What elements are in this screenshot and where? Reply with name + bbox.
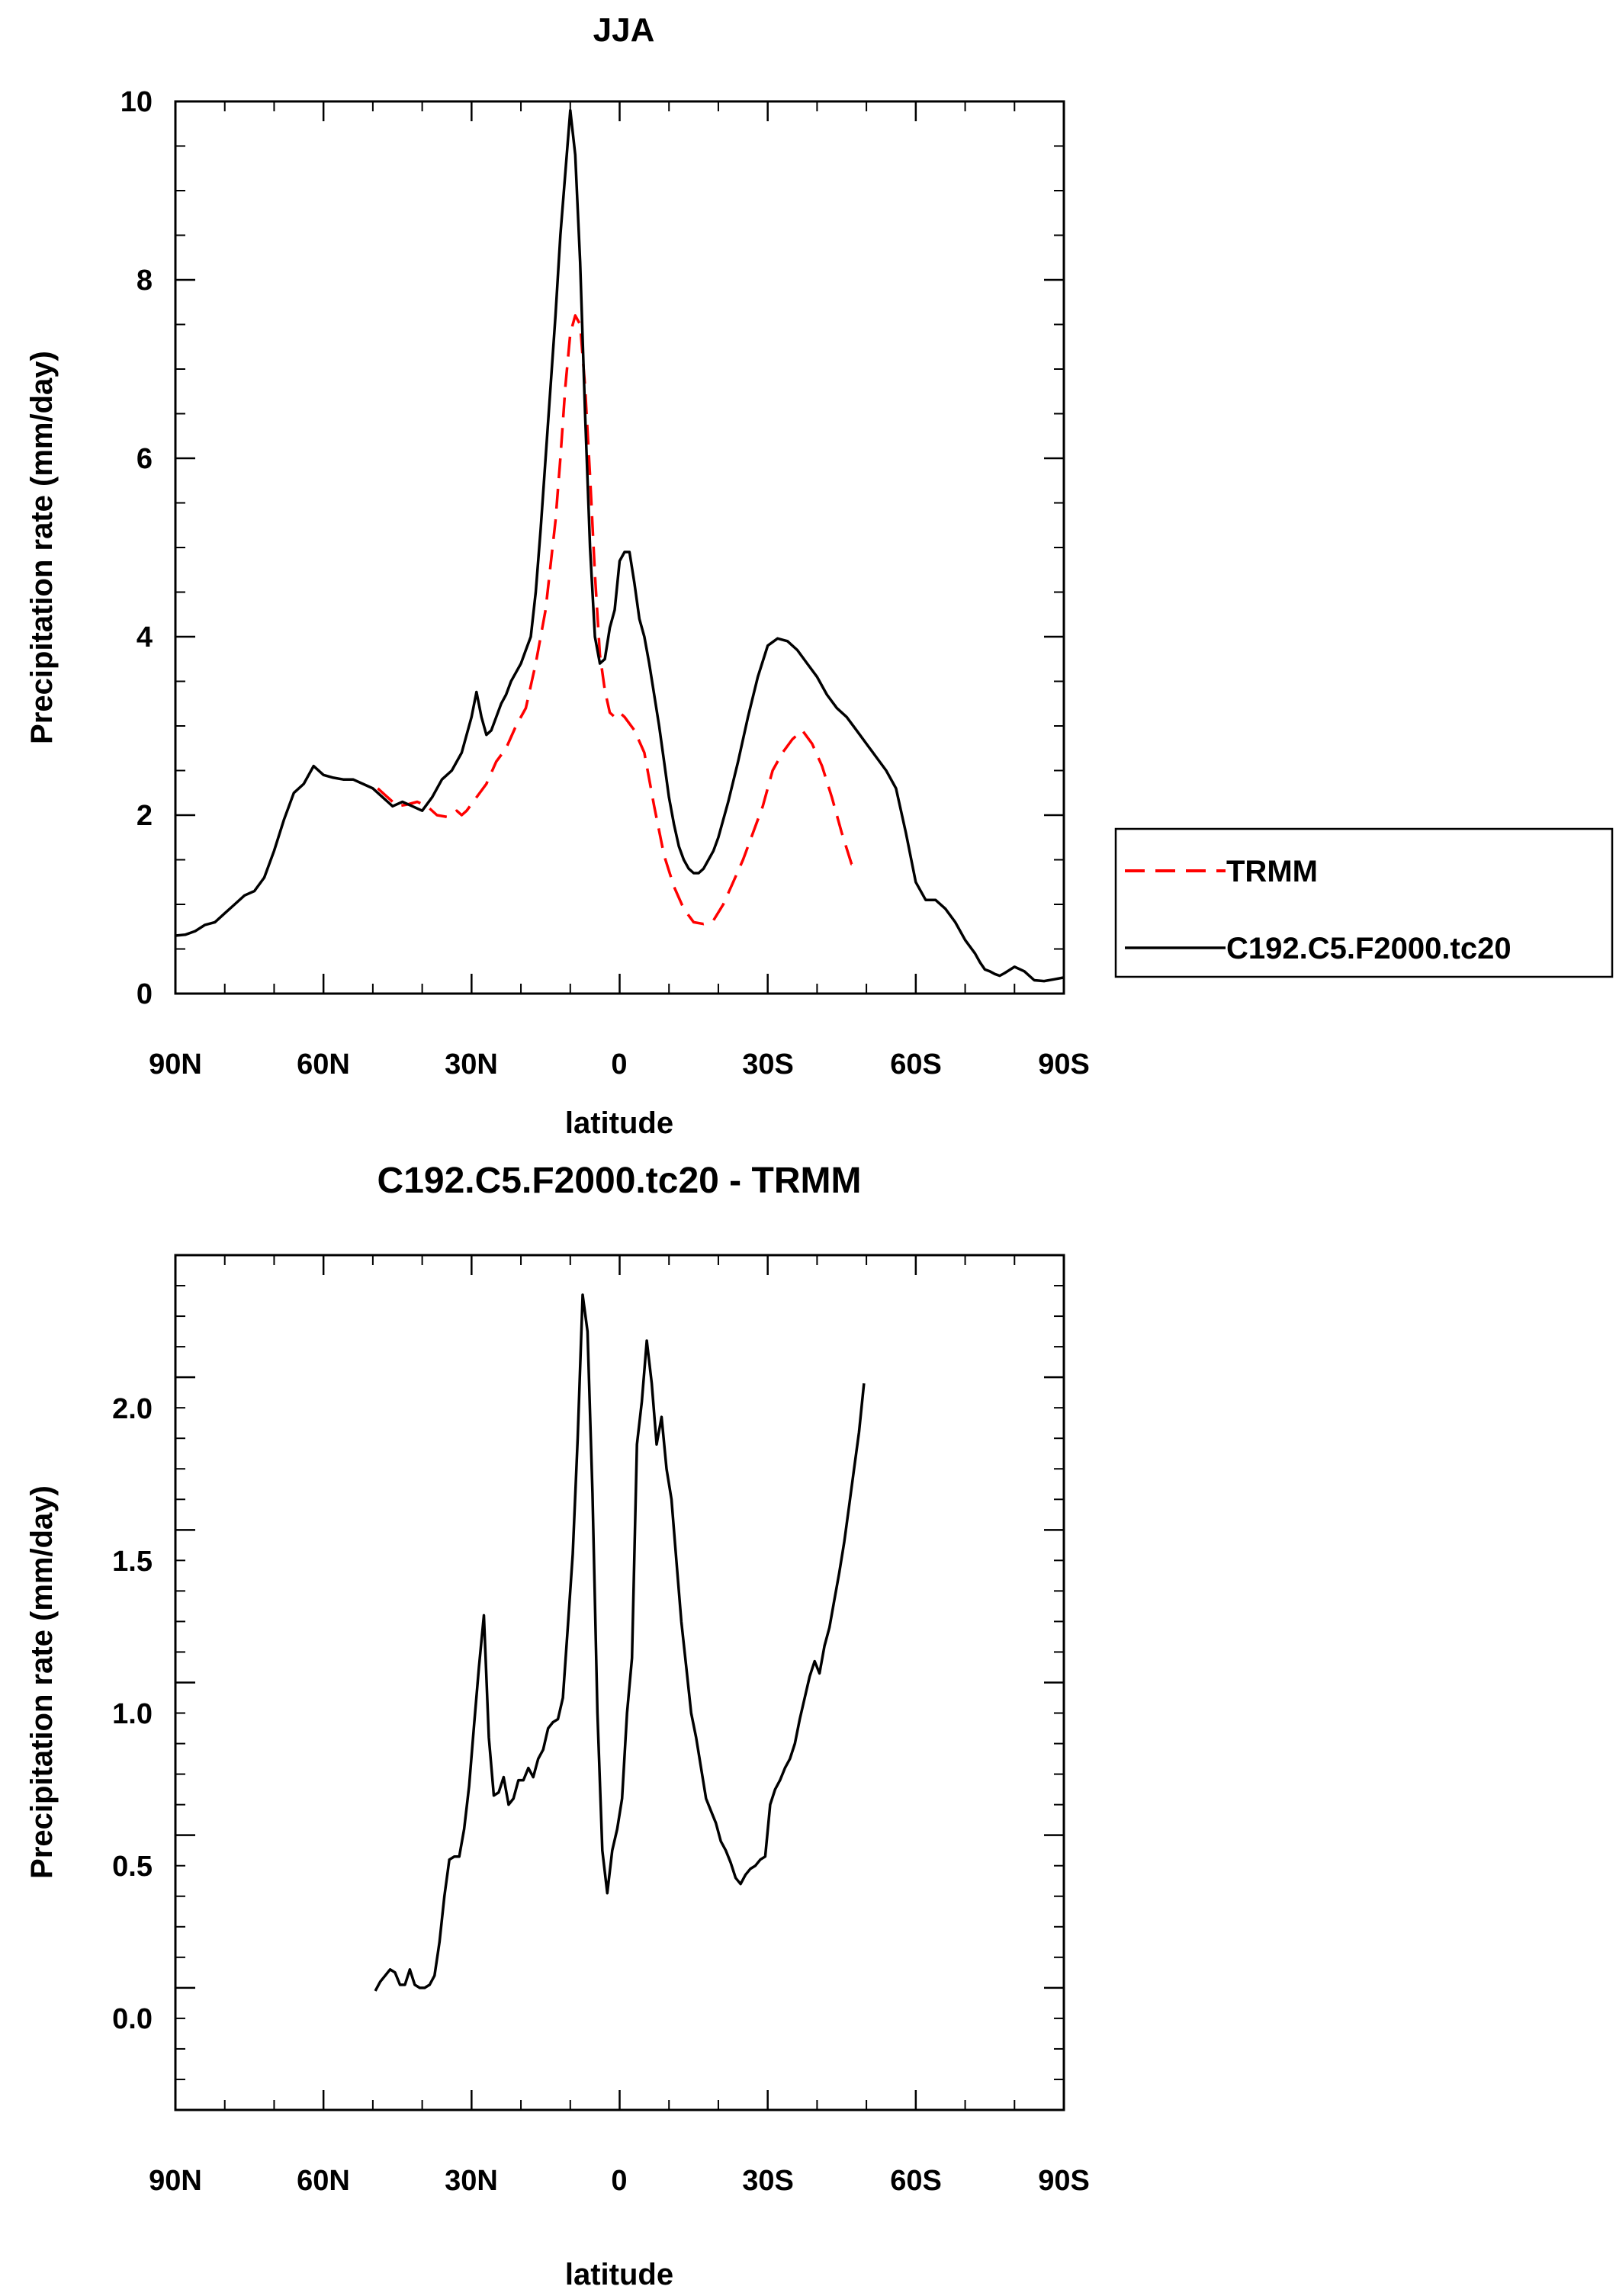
top-ytick-label-8: 8 <box>137 265 153 297</box>
top-plot-frame <box>174 100 1065 995</box>
bottom-xtick-label-30S: 30S <box>742 2165 794 2197</box>
bottom-panel: C192.C5.F2000.tc20 - TRMM 0.0 0.5 1.0 1.… <box>25 1161 1090 2291</box>
legend-label-model: C192.C5.F2000.tc20 <box>1226 932 1512 965</box>
top-ytick-label-6: 6 <box>137 443 153 475</box>
bottom-xtick-label-90S: 90S <box>1038 2165 1090 2197</box>
top-xtick-label-90N: 90N <box>149 1048 202 1081</box>
top-xtick-label-60N: 60N <box>297 1048 350 1081</box>
bottom-ytick-label-0.5: 0.5 <box>112 1851 153 1883</box>
top-ytick-label-0: 0 <box>137 978 153 1010</box>
bottom-ticks <box>174 1254 1065 2111</box>
bottom-xtick-label-30N: 30N <box>445 2165 498 2197</box>
top-x-axis-label: latitude <box>565 1106 673 1140</box>
bottom-xtick-label-60S: 60S <box>890 2165 942 2197</box>
bottom-xtick-label-60N: 60N <box>297 2165 350 2197</box>
top-ytick-label-2: 2 <box>137 800 153 832</box>
bottom-ytick-label-2.0: 2.0 <box>112 1393 153 1425</box>
top-ytick-label-10: 10 <box>120 86 153 118</box>
bottom-series-lines <box>374 1293 866 1992</box>
top-series-line-trmm <box>377 314 862 926</box>
top-xtick-label-60S: 60S <box>890 1048 942 1081</box>
top-ticks <box>174 100 1065 995</box>
bottom-plot-frame <box>174 1254 1065 2111</box>
top-ytick-label-4: 4 <box>137 621 153 653</box>
bottom-chart-title: C192.C5.F2000.tc20 - TRMM <box>377 1161 862 1201</box>
bottom-ytick-label-1.0: 1.0 <box>112 1698 153 1730</box>
top-series-line-model <box>175 108 1065 983</box>
top-panel: JJA 0 2 4 6 8 10 90N 60N 30N 0 30S 60S 9… <box>25 11 1614 1140</box>
top-xtick-label-90S: 90S <box>1038 1048 1090 1081</box>
bottom-series-line-difference <box>374 1293 866 1992</box>
top-xtick-label-0: 0 <box>611 1048 627 1081</box>
bottom-xtick-label-90N: 90N <box>149 2165 202 2197</box>
top-series-lines <box>175 108 1065 983</box>
bottom-x-axis-label: latitude <box>565 2258 673 2291</box>
bottom-xtick-label-0: 0 <box>611 2165 627 2197</box>
bottom-y-axis-label: Precipitation rate (mm/day) <box>25 1485 59 1879</box>
legend-label-trmm: TRMM <box>1226 855 1318 888</box>
top-y-axis-label: Precipitation rate (mm/day) <box>25 351 59 744</box>
bottom-ytick-label-1.5: 1.5 <box>112 1546 153 1578</box>
top-xtick-label-30N: 30N <box>445 1048 498 1081</box>
top-xtick-label-30S: 30S <box>742 1048 794 1081</box>
legend-box <box>1114 827 1614 978</box>
legend: TRMM C192.C5.F2000.tc20 <box>1114 827 1614 978</box>
bottom-ytick-label-0.0: 0.0 <box>112 2003 153 2035</box>
top-chart-title: JJA <box>593 11 655 49</box>
